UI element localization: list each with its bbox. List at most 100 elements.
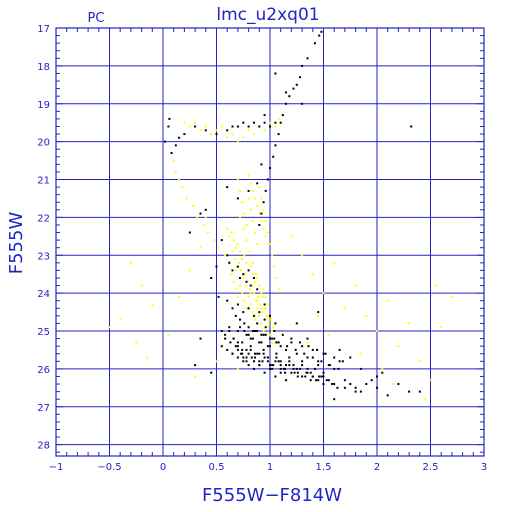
yellow-point-30 — [217, 246, 220, 249]
black-point-106 — [322, 375, 325, 378]
yellow-point-164 — [397, 345, 400, 348]
black-point-139 — [247, 333, 250, 336]
yellow-point-97 — [266, 326, 269, 329]
black-point-40 — [226, 254, 229, 257]
black-point-251 — [295, 322, 298, 325]
yellow-point-53 — [254, 280, 256, 283]
black-point-249 — [210, 277, 213, 279]
black-point-252 — [306, 337, 309, 340]
black-point-222 — [306, 367, 309, 370]
black-point-216 — [279, 360, 282, 363]
yellow-point-7 — [220, 125, 223, 128]
black-point-223 — [311, 375, 314, 378]
black-point-93 — [253, 360, 255, 363]
yellow-point-89 — [249, 303, 252, 306]
black-point-60 — [274, 322, 277, 325]
black-point-77 — [290, 341, 293, 344]
black-point-248 — [215, 265, 218, 268]
black-point-152 — [263, 371, 266, 374]
yellow-point-12 — [247, 129, 250, 132]
black-point-37 — [263, 121, 266, 124]
black-point-263 — [210, 371, 213, 374]
yellow-point-31 — [224, 254, 227, 257]
black-point-48 — [249, 284, 252, 287]
black-point-210 — [254, 352, 256, 355]
black-point-35 — [253, 121, 255, 124]
black-point-56 — [253, 314, 255, 317]
black-point-199 — [296, 375, 299, 378]
black-point-135 — [386, 394, 389, 397]
black-point-71 — [262, 333, 265, 336]
black-point-25 — [178, 136, 181, 139]
black-point-242 — [236, 197, 239, 200]
black-point-211 — [258, 360, 261, 363]
black-point-22 — [164, 140, 167, 143]
yellow-point-137 — [258, 212, 261, 215]
black-point-43 — [236, 265, 239, 268]
x-axis-label: F555W−F814W — [202, 485, 342, 506]
black-point-133 — [365, 383, 368, 385]
x-tick-label-2: 0 — [160, 462, 166, 473]
yellow-point-134 — [251, 189, 254, 192]
black-point-59 — [269, 314, 271, 317]
yellow-point-40 — [226, 227, 229, 230]
yellow-point-93 — [258, 314, 261, 317]
black-point-102 — [301, 375, 304, 378]
black-point-166 — [273, 330, 276, 332]
y-tick-label-11: 28 — [37, 441, 50, 452]
yellow-point-75 — [263, 307, 266, 310]
black-point-2 — [313, 42, 316, 45]
yellow-point-105 — [247, 197, 250, 200]
black-point-7 — [288, 95, 291, 98]
yellow-point-51 — [249, 265, 252, 268]
yellow-point-156 — [311, 273, 314, 276]
yellow-point-4 — [204, 125, 207, 128]
yellow-point-143 — [140, 284, 143, 287]
yellow-point-117 — [273, 265, 276, 268]
yellow-point-28 — [206, 231, 209, 234]
yellow-point-85 — [241, 292, 244, 295]
black-point-57 — [258, 311, 261, 314]
yellow-point-81 — [232, 280, 235, 283]
yellow-point-157 — [322, 292, 325, 295]
black-point-174 — [307, 345, 310, 348]
black-point-8 — [285, 102, 287, 105]
black-point-52 — [231, 307, 234, 310]
black-point-191 — [262, 352, 265, 355]
black-point-194 — [275, 356, 278, 359]
black-point-185 — [236, 345, 239, 348]
yellow-point-38 — [260, 307, 263, 310]
yellow-point-56 — [260, 292, 263, 295]
yellow-point-181 — [450, 295, 453, 298]
yellow-point-45 — [236, 242, 239, 245]
black-point-100 — [290, 371, 293, 374]
yellow-point-160 — [354, 284, 357, 287]
y-tick-label-8: 25 — [37, 327, 50, 338]
black-point-153 — [269, 367, 271, 370]
black-point-146 — [231, 352, 234, 355]
yellow-point-29 — [213, 239, 216, 242]
yellow-point-147 — [135, 341, 138, 344]
black-point-219 — [292, 364, 295, 367]
yellow-point-88 — [247, 295, 250, 298]
black-point-28 — [204, 129, 207, 132]
yellow-point-148 — [145, 356, 148, 359]
black-point-181 — [337, 367, 340, 370]
black-point-196 — [284, 371, 286, 374]
black-point-170 — [290, 337, 293, 340]
black-point-111 — [245, 348, 248, 351]
black-point-137 — [239, 326, 241, 329]
black-point-118 — [282, 367, 285, 370]
black-point-20 — [168, 117, 171, 120]
black-point-126 — [325, 379, 328, 382]
black-point-195 — [279, 364, 282, 367]
yellow-point-102 — [241, 201, 244, 204]
black-point-127 — [331, 383, 334, 385]
black-point-1 — [318, 34, 321, 37]
yellow-point-124 — [251, 261, 254, 264]
black-point-27 — [194, 125, 197, 128]
black-point-42 — [231, 269, 234, 272]
chart-title: lmc_u2xq01 — [216, 5, 319, 25]
yellow-point-175 — [306, 341, 309, 344]
black-point-39 — [274, 121, 277, 124]
